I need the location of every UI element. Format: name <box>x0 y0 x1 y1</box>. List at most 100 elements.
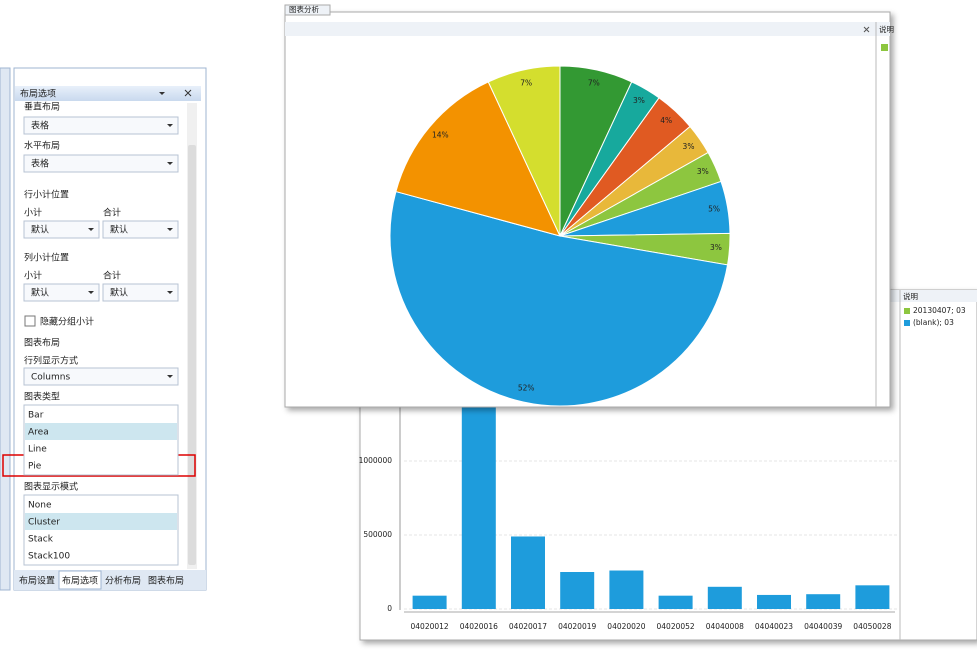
dropdown-arrow <box>88 291 94 294</box>
bar-chart: 说明 20130407; 03 (blank); 03 0 500000 1000000 0… <box>359 291 966 631</box>
list-option[interactable]: Cluster <box>28 518 60 528</box>
dropdown[interactable] <box>102 220 179 239</box>
dropdown-arrow <box>167 228 173 231</box>
dropdown-arrow <box>167 162 173 165</box>
label: 图表布局 <box>24 337 60 349</box>
dropdown-value: 默认 <box>31 224 49 236</box>
dropdown[interactable] <box>23 220 100 239</box>
label: 小计 <box>24 270 42 282</box>
bar <box>412 595 447 609</box>
pie-slice <box>487 65 561 237</box>
dropdown[interactable] <box>23 154 179 173</box>
label: 小计 <box>24 207 42 219</box>
legend-label: (blank); 03 <box>913 318 954 327</box>
label: 合计 <box>103 270 121 282</box>
bar <box>560 572 595 609</box>
list-option[interactable]: Line <box>28 445 47 455</box>
dropdown-arrow <box>167 124 173 127</box>
legend-swatch <box>904 308 910 314</box>
window-title: 图表分析 <box>289 4 319 14</box>
label: 列小计位置 <box>24 252 69 264</box>
bar <box>707 586 742 609</box>
y-tick-label: 0 <box>387 604 392 613</box>
data-label: 7% <box>520 78 532 87</box>
bar <box>855 585 890 609</box>
x-tick-label: 04020012 <box>411 622 449 631</box>
dropdown-value: 默认 <box>31 287 49 299</box>
x-tick-label: 04020016 <box>460 622 498 631</box>
tab-label[interactable]: 图表布局 <box>148 575 184 587</box>
side-strip <box>0 67 11 591</box>
close-icon[interactable] <box>863 26 870 33</box>
bar <box>806 594 841 609</box>
pie-slice <box>395 81 561 237</box>
data-label: 4% <box>660 116 672 125</box>
legend-swatch <box>881 44 888 51</box>
dropdown-arrow <box>167 291 173 294</box>
tab-label[interactable]: 分析布局 <box>105 575 141 587</box>
dropdown-arrow <box>167 375 173 378</box>
x-tick-label: 04020052 <box>657 622 695 631</box>
dropdown-value: 表格 <box>31 158 49 170</box>
list-option[interactable]: Bar <box>28 411 44 421</box>
list-option[interactable]: Stack100 <box>28 552 70 562</box>
dropdown-value: 表格 <box>31 120 49 132</box>
x-tick-label: 04040023 <box>755 622 793 631</box>
selected-row <box>25 513 177 530</box>
active-tab[interactable] <box>58 570 102 590</box>
x-tick-label: 04050028 <box>853 622 891 631</box>
y-tick-label: 500000 <box>363 530 392 539</box>
data-label: 7% <box>588 78 600 87</box>
window-tab[interactable] <box>284 4 331 16</box>
dropdown-value: 默认 <box>110 224 128 236</box>
bar <box>658 595 693 609</box>
list-option[interactable]: None <box>28 501 52 511</box>
x-tick-label: 04020019 <box>558 622 596 631</box>
y-tick-label: 1000000 <box>359 456 393 465</box>
x-tick-label: 04040008 <box>706 622 744 631</box>
list-option[interactable]: Stack <box>28 535 54 545</box>
label: 水平布局 <box>24 140 60 152</box>
label: 垂直布局 <box>24 101 60 113</box>
bar <box>511 536 545 609</box>
close-icon[interactable] <box>184 89 192 97</box>
data-label: 3% <box>683 142 695 151</box>
selected-row <box>25 423 177 440</box>
tab-label[interactable]: 布局设置 <box>19 575 55 587</box>
legend-label: 20130407; 03 <box>913 306 966 315</box>
label: 合计 <box>103 207 121 219</box>
checkbox[interactable] <box>24 315 36 327</box>
menu-icon[interactable] <box>159 92 165 95</box>
dropdown-value: 默认 <box>110 287 128 299</box>
dropdown[interactable] <box>23 116 179 135</box>
list-option[interactable]: Area <box>28 428 49 438</box>
dropdown-arrow <box>88 228 94 231</box>
bar <box>609 570 644 609</box>
pie-slice <box>389 190 729 407</box>
data-label: 5% <box>708 204 720 213</box>
legend-swatch <box>904 320 910 326</box>
dropdown-value: Columns <box>31 373 70 383</box>
data-label: 3% <box>710 243 722 252</box>
label: 图表显示模式 <box>24 481 78 493</box>
tab-label[interactable]: 布局选项 <box>62 575 98 587</box>
data-label: 3% <box>697 167 709 176</box>
dropdown[interactable] <box>102 283 179 302</box>
window-header <box>285 22 890 36</box>
bar <box>757 594 791 609</box>
dropdown[interactable] <box>23 283 100 302</box>
data-label: 52% <box>518 384 535 393</box>
x-tick-label: 04020017 <box>509 622 547 631</box>
legend-title: 说明 <box>879 24 894 34</box>
data-label: 14% <box>432 130 449 139</box>
label: 行小计位置 <box>24 189 69 201</box>
label: 隐藏分组小计 <box>40 316 94 328</box>
panel-header <box>15 86 201 101</box>
panel-title: 布局选项 <box>20 88 56 100</box>
scroll-thumb[interactable] <box>188 145 196 565</box>
list-option[interactable]: Pie <box>28 462 42 472</box>
dropdown[interactable] <box>23 367 179 386</box>
